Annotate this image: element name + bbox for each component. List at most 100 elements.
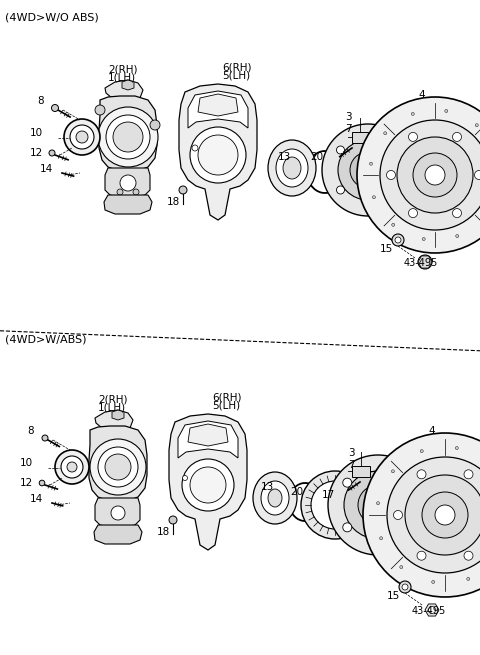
Circle shape bbox=[456, 234, 459, 238]
Text: 13: 13 bbox=[261, 482, 274, 492]
Text: 8: 8 bbox=[37, 96, 44, 106]
Text: 15: 15 bbox=[380, 244, 393, 254]
Text: 20: 20 bbox=[290, 487, 303, 497]
Ellipse shape bbox=[374, 163, 386, 177]
Circle shape bbox=[372, 196, 375, 198]
Circle shape bbox=[418, 255, 432, 269]
Circle shape bbox=[380, 120, 480, 230]
Circle shape bbox=[363, 433, 480, 597]
Circle shape bbox=[343, 478, 352, 487]
Circle shape bbox=[90, 439, 146, 495]
Circle shape bbox=[453, 132, 461, 141]
Circle shape bbox=[339, 179, 343, 183]
Ellipse shape bbox=[268, 140, 316, 196]
Ellipse shape bbox=[253, 472, 297, 524]
Circle shape bbox=[464, 470, 473, 479]
Circle shape bbox=[105, 454, 131, 480]
Circle shape bbox=[467, 578, 470, 580]
Text: 2(RH): 2(RH) bbox=[98, 394, 128, 404]
Text: 14: 14 bbox=[40, 164, 53, 174]
Circle shape bbox=[343, 523, 352, 532]
Circle shape bbox=[411, 113, 414, 115]
Text: 7: 7 bbox=[348, 460, 355, 470]
Circle shape bbox=[117, 189, 123, 195]
Circle shape bbox=[422, 238, 425, 240]
Circle shape bbox=[391, 470, 395, 473]
Polygon shape bbox=[122, 80, 134, 90]
Circle shape bbox=[395, 237, 401, 243]
Circle shape bbox=[179, 186, 187, 194]
Circle shape bbox=[399, 581, 411, 593]
Circle shape bbox=[301, 471, 369, 539]
Circle shape bbox=[98, 107, 158, 167]
Circle shape bbox=[120, 175, 136, 191]
Circle shape bbox=[384, 132, 387, 135]
Text: 17: 17 bbox=[322, 490, 335, 500]
Text: 10: 10 bbox=[30, 128, 43, 138]
Ellipse shape bbox=[369, 157, 391, 183]
Text: 6(RH): 6(RH) bbox=[222, 62, 252, 72]
Circle shape bbox=[367, 494, 389, 516]
Circle shape bbox=[374, 134, 383, 141]
Circle shape bbox=[475, 124, 478, 126]
Text: 8: 8 bbox=[27, 426, 34, 436]
Circle shape bbox=[42, 435, 48, 441]
Circle shape bbox=[386, 170, 396, 179]
Circle shape bbox=[111, 506, 125, 520]
Circle shape bbox=[408, 132, 418, 141]
Ellipse shape bbox=[276, 149, 308, 187]
Circle shape bbox=[322, 124, 414, 216]
Circle shape bbox=[344, 471, 412, 539]
Circle shape bbox=[370, 162, 372, 165]
Circle shape bbox=[95, 105, 105, 115]
Circle shape bbox=[357, 97, 480, 253]
Text: 4: 4 bbox=[428, 426, 434, 436]
Text: (4WD>W/ABS): (4WD>W/ABS) bbox=[5, 335, 86, 345]
Text: 5(LH): 5(LH) bbox=[212, 401, 240, 411]
Circle shape bbox=[392, 223, 395, 226]
Ellipse shape bbox=[268, 489, 282, 507]
Circle shape bbox=[456, 447, 458, 449]
Text: 5(LH): 5(LH) bbox=[222, 71, 250, 81]
Circle shape bbox=[198, 135, 238, 175]
Circle shape bbox=[398, 166, 406, 174]
Circle shape bbox=[182, 476, 188, 481]
Circle shape bbox=[182, 459, 234, 511]
Circle shape bbox=[49, 150, 55, 156]
Text: 6(RH): 6(RH) bbox=[212, 392, 241, 402]
Polygon shape bbox=[418, 256, 432, 268]
Polygon shape bbox=[95, 410, 133, 432]
Circle shape bbox=[311, 481, 359, 529]
Text: 10: 10 bbox=[20, 458, 33, 468]
Circle shape bbox=[425, 165, 445, 185]
Polygon shape bbox=[112, 410, 124, 420]
Text: 4: 4 bbox=[418, 90, 425, 100]
Polygon shape bbox=[198, 94, 238, 116]
Text: 12: 12 bbox=[30, 148, 43, 158]
Circle shape bbox=[51, 105, 59, 111]
Polygon shape bbox=[178, 421, 238, 458]
Circle shape bbox=[70, 125, 94, 149]
Polygon shape bbox=[352, 466, 370, 477]
Polygon shape bbox=[188, 424, 228, 446]
Circle shape bbox=[350, 152, 386, 188]
Circle shape bbox=[358, 160, 378, 180]
Circle shape bbox=[408, 208, 418, 217]
Circle shape bbox=[192, 145, 198, 151]
Text: 3: 3 bbox=[348, 448, 355, 458]
Circle shape bbox=[400, 565, 403, 569]
Text: 43-495: 43-495 bbox=[404, 258, 438, 268]
Circle shape bbox=[67, 462, 77, 472]
Polygon shape bbox=[94, 525, 142, 544]
Circle shape bbox=[376, 502, 380, 505]
Circle shape bbox=[328, 455, 428, 555]
Polygon shape bbox=[179, 84, 257, 220]
Circle shape bbox=[432, 580, 435, 584]
Circle shape bbox=[405, 475, 480, 555]
Circle shape bbox=[39, 480, 45, 486]
Circle shape bbox=[150, 120, 160, 130]
Polygon shape bbox=[89, 426, 147, 501]
Circle shape bbox=[421, 259, 429, 265]
Circle shape bbox=[358, 485, 398, 525]
Circle shape bbox=[339, 161, 343, 165]
